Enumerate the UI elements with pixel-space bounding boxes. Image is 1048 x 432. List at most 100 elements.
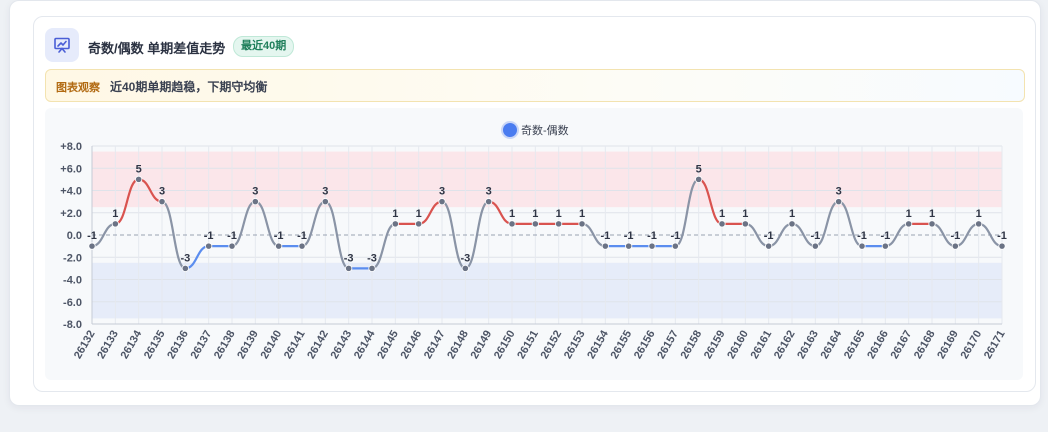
y-tick-label: +4.0 (60, 186, 82, 198)
data-point (181, 264, 189, 272)
x-tick-label: 26132 (72, 329, 98, 361)
data-label: 1 (416, 208, 422, 220)
insight-tag: 图表观察 (56, 82, 100, 94)
data-label: 1 (556, 208, 562, 220)
x-tick-label: 26160 (725, 329, 751, 361)
data-point (671, 242, 679, 250)
data-label: 1 (579, 208, 585, 220)
x-tick-label: 26167 (889, 329, 915, 361)
data-label: 1 (976, 208, 982, 220)
data-label: -1 (227, 230, 237, 242)
x-tick-label: 26153 (562, 329, 588, 361)
x-tick-label: 26144 (352, 328, 378, 361)
x-tick-label: 26152 (539, 329, 565, 361)
y-tick-label: -6.0 (63, 297, 82, 309)
data-point (625, 242, 633, 250)
series-line-segment (464, 200, 490, 270)
trend-chart: +8.0 +6.0 +4.0 +2.0 0.0 -2.0 -4.0 -6.0 -8.026132… (60, 121, 1008, 361)
series-line-segment (674, 178, 700, 248)
y-tick-label: -8.0 (63, 319, 82, 331)
x-tick-label: 26151 (515, 329, 541, 361)
data-label: -1 (950, 230, 960, 242)
data-point (205, 242, 213, 250)
data-point (321, 198, 329, 206)
x-tick-label: 26157 (655, 329, 681, 361)
x-tick-label: 26155 (609, 329, 635, 361)
page-frame: 奇数/偶数 单期差值走势 最近40期 图表观察 近40期单期趋稳，下期守均衡 +… (9, 0, 1041, 406)
data-label: -1 (204, 230, 214, 242)
data-label: -1 (880, 230, 890, 242)
x-tick-label: 26136 (165, 329, 191, 361)
x-tick-label: 26137 (189, 329, 215, 361)
x-tick-label: 26143 (329, 329, 355, 361)
y-tick-label: +6.0 (60, 163, 82, 175)
data-point (368, 264, 376, 272)
data-point (975, 220, 983, 228)
data-point (228, 242, 236, 250)
x-tick-label: 26169 (935, 329, 961, 361)
data-point (788, 220, 796, 228)
data-point (485, 198, 493, 206)
x-tick-label: 26134 (119, 328, 145, 361)
x-tick-label: 26154 (585, 328, 611, 361)
x-tick-label: 26141 (282, 329, 308, 361)
x-tick-label: 26158 (679, 329, 705, 361)
x-tick-label: 26156 (632, 329, 658, 361)
legend-label: 奇数-偶数 (521, 124, 569, 137)
x-tick-label: 26147 (422, 329, 448, 361)
trend-card: 奇数/偶数 单期差值走势 最近40期 图表观察 近40期单期趋稳，下期守均衡 +… (33, 16, 1036, 392)
data-label: 3 (439, 186, 445, 198)
x-tick-label: 26168 (912, 329, 938, 361)
x-tick-label: 26166 (865, 329, 891, 361)
data-label: 1 (742, 208, 748, 220)
x-tick-label: 26150 (492, 329, 518, 361)
data-point (158, 198, 166, 206)
y-tick-label: +8.0 (60, 141, 82, 153)
insight-banner: 图表观察 近40期单期趋稳，下期守均衡 (45, 69, 1025, 102)
data-label: 3 (252, 186, 258, 198)
data-label: -1 (997, 230, 1007, 242)
positive-band (92, 151, 1002, 208)
data-label: 1 (789, 208, 795, 220)
data-point (461, 264, 469, 272)
data-label: -1 (297, 230, 307, 242)
data-point (578, 220, 586, 228)
x-tick-label: 26159 (702, 329, 728, 361)
chart-area: +8.0 +6.0 +4.0 +2.0 0.0 -2.0 -4.0 -6.0 -8.0 26132… (45, 108, 1023, 380)
x-tick-label: 26146 (399, 329, 425, 361)
y-tick-label: 0.0 (67, 230, 82, 242)
x-tick-label: 26170 (959, 329, 985, 361)
data-label: 5 (136, 163, 142, 175)
data-point (438, 198, 446, 206)
series-line-segment (324, 200, 350, 270)
data-point (135, 175, 143, 183)
data-label: -1 (87, 230, 97, 242)
data-point (275, 242, 283, 250)
data-label: -1 (274, 230, 284, 242)
x-tick-label: 26135 (142, 329, 168, 361)
negative-band (92, 262, 1002, 319)
x-tick-label: 26171 (982, 329, 1008, 361)
data-label: 1 (532, 208, 538, 220)
data-point (835, 198, 843, 206)
y-tick-label: +2.0 (60, 208, 82, 220)
data-point (811, 242, 819, 250)
x-tick-label: 26142 (305, 329, 331, 361)
data-point (601, 242, 609, 250)
data-label: -3 (344, 252, 354, 264)
data-point (391, 220, 399, 228)
x-tick-label: 26148 (445, 329, 471, 361)
x-tick-label: 26138 (212, 329, 238, 361)
chart-presentation-icon (45, 28, 79, 62)
data-label: 3 (486, 186, 492, 198)
data-point (111, 220, 119, 228)
data-point (741, 220, 749, 228)
data-label: 1 (112, 208, 118, 220)
series-line-segment (161, 200, 186, 270)
data-label: 1 (929, 208, 935, 220)
data-point (531, 220, 539, 228)
data-point (905, 220, 913, 228)
period-badge: 最近40期 (233, 36, 295, 57)
data-point (251, 198, 259, 206)
data-point (695, 175, 703, 183)
